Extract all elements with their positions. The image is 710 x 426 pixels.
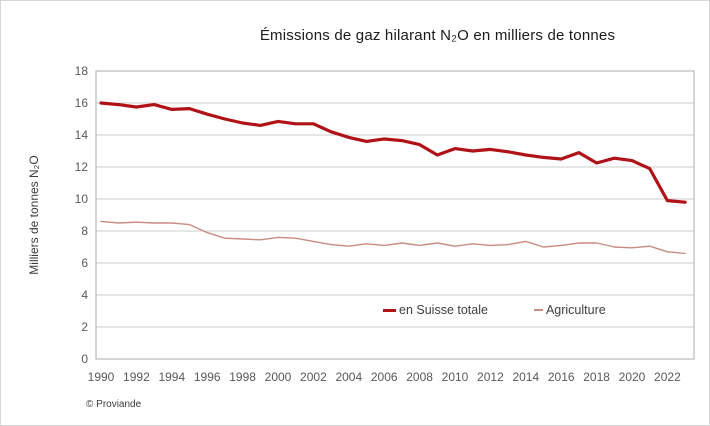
x-tick-label: 2014 (512, 370, 539, 384)
y-tick-label: 18 (75, 64, 89, 78)
x-tick-label: 1992 (123, 370, 150, 384)
x-tick-label: 2020 (619, 370, 646, 384)
legend: en Suisse totale Agriculture (383, 303, 606, 317)
x-tick-label: 2016 (548, 370, 575, 384)
legend-entry-suisse-totale: en Suisse totale (383, 303, 488, 317)
y-tick-label: 16 (75, 96, 89, 110)
series-line-agriculture (100, 220, 686, 255)
y-tick-label: 10 (75, 192, 89, 206)
y-tick-label: 8 (81, 224, 88, 238)
agriculture-line-swatch-icon (533, 309, 543, 311)
x-tick-label: 1994 (158, 370, 185, 384)
x-tick-label: 2012 (477, 370, 504, 384)
y-tick-label: 2 (81, 320, 88, 334)
x-tick-label: 2010 (442, 370, 469, 384)
suisse-totale-line-swatch-icon (383, 308, 396, 312)
x-tick-label: 1996 (194, 370, 221, 384)
x-tick-label: 1990 (88, 370, 115, 384)
series-line-suisse-totale (99, 101, 687, 204)
chart-title: Émissions de gaz hilarant N₂O en millier… (259, 27, 616, 44)
copyright-text: © Proviande (86, 399, 142, 410)
legend-label-agriculture: Agriculture (545, 303, 606, 317)
y-tick-label: 4 (81, 288, 88, 302)
x-tick-label: 2000 (265, 370, 292, 384)
x-tick-label: 2004 (335, 370, 362, 384)
legend-entry-agriculture: Agriculture (533, 303, 606, 317)
y-tick-label: 14 (75, 128, 89, 142)
y-tick-label: 0 (81, 352, 88, 366)
x-tick-label: 2022 (654, 370, 681, 384)
x-tick-label: 2018 (583, 370, 610, 384)
x-tick-label: 2002 (300, 370, 327, 384)
y-tick-label: 6 (81, 256, 88, 270)
y-tick-label: 12 (75, 160, 89, 174)
x-tick-label: 2008 (406, 370, 433, 384)
legend-label-suisse-totale: en Suisse totale (399, 303, 488, 317)
plot-border (95, 70, 695, 360)
x-tick-label: 2006 (371, 370, 398, 384)
x-tick-label: 1998 (229, 370, 256, 384)
